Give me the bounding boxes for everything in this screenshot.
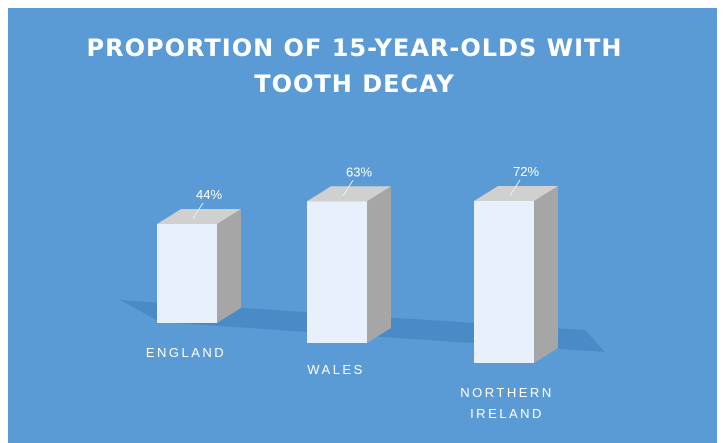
category-label: NORTHERN (460, 385, 553, 400)
chart-title-line-2: TOOTH DECAY (254, 70, 455, 98)
bar (474, 201, 534, 363)
bar (157, 224, 217, 323)
chart-title: PROPORTION OF 15-YEAR-OLDS WITH TOOTH DE… (40, 30, 669, 102)
category-label: IRELAND (470, 406, 544, 421)
bar-side (367, 186, 391, 343)
data-label-leader (192, 202, 204, 219)
category-label: ENGLAND (146, 345, 226, 360)
bar-side (217, 209, 241, 323)
bar-side (534, 186, 558, 363)
bar (307, 201, 367, 343)
data-label: 72% (513, 164, 539, 179)
data-label-leader (342, 179, 354, 197)
bar-top (157, 209, 241, 224)
data-label-leader (509, 179, 521, 196)
category-label: WALES (307, 362, 365, 377)
bar-top (307, 186, 391, 202)
data-label: 44% (196, 187, 222, 202)
bar-top (474, 186, 558, 201)
data-label: 63% (346, 164, 372, 179)
chart-title-line-1: PROPORTION OF 15-YEAR-OLDS WITH (86, 34, 623, 62)
